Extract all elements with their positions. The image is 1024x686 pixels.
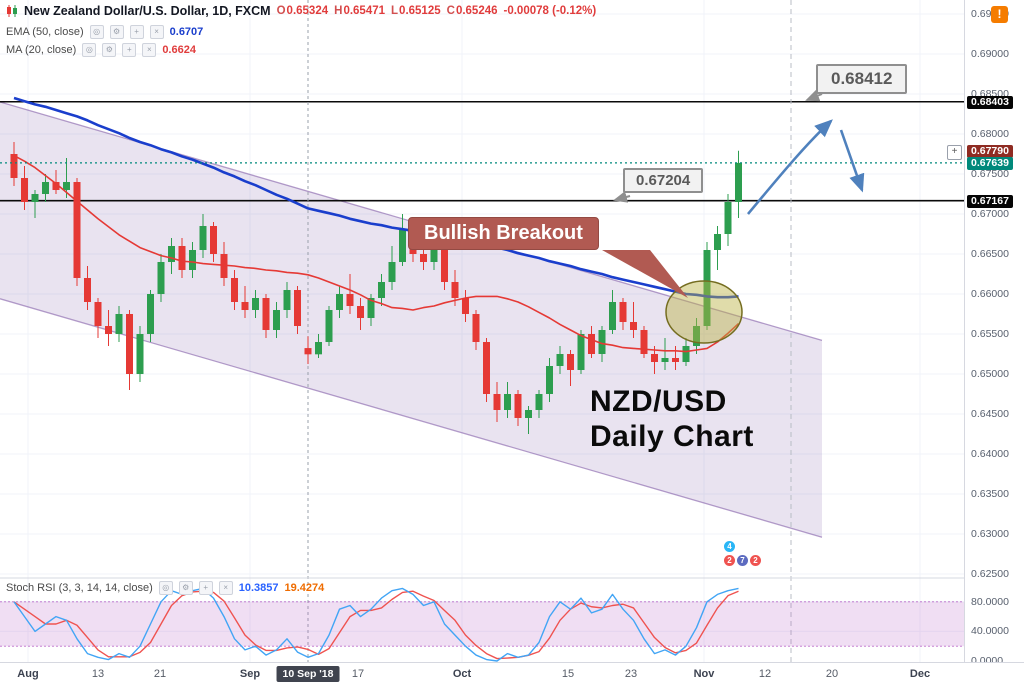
price-target-callout-lower[interactable]: 0.67204 xyxy=(623,168,704,193)
symbol-legend-row: New Zealand Dollar/U.S. Dollar, 1D, FXCM… xyxy=(6,4,596,18)
stoch-d-value: 19.4274 xyxy=(284,582,325,594)
add-icon[interactable]: + xyxy=(198,581,213,595)
close-icon[interactable]: × xyxy=(218,581,233,595)
eye-icon[interactable]: ◎ xyxy=(82,43,97,57)
idea-marker-dot[interactable]: 2 xyxy=(724,555,735,566)
crosshair-date-badge: 10 Sep '18 xyxy=(276,666,340,682)
idea-marker-dot[interactable]: 4 xyxy=(724,541,735,552)
indicator-row-ma20: MA (20, close) ◎ ⚙ + × 0.6624 xyxy=(6,43,196,57)
add-icon[interactable]: + xyxy=(129,25,144,39)
time-axis-label: 15 xyxy=(561,668,575,680)
time-axis-label: 23 xyxy=(624,668,638,680)
time-axis-label: Nov xyxy=(693,668,715,680)
ma-value: 0.6624 xyxy=(162,44,196,56)
price-badge: 0.67790 xyxy=(967,144,1013,158)
gear-icon[interactable]: ⚙ xyxy=(109,25,124,39)
price-axis-label: 0.67000 xyxy=(971,208,1009,220)
gear-icon[interactable]: ⚙ xyxy=(178,581,193,595)
ema-value: 0.6707 xyxy=(169,26,204,38)
time-axis-label: 17 xyxy=(351,668,365,680)
price-axis-label: 0.65000 xyxy=(971,368,1009,380)
price-axis-label: 0.65500 xyxy=(971,328,1009,340)
price-badge: 0.67639 xyxy=(967,156,1013,170)
stoch-axis-label: 80.0000 xyxy=(971,595,1009,608)
indicator-label-ma[interactable]: MA (20, close) xyxy=(6,44,77,56)
ohlc-low: L0.65125 xyxy=(391,5,441,17)
ohlc-open: O0.65324 xyxy=(276,5,329,17)
watermark-line-2: Daily Chart xyxy=(590,420,754,453)
add-icon[interactable]: + xyxy=(122,43,137,57)
time-axis-label: 13 xyxy=(91,668,105,680)
price-axis-label: 0.66000 xyxy=(971,288,1009,300)
close-icon[interactable]: × xyxy=(142,43,157,57)
watermark-line-1: NZD/USD xyxy=(590,385,727,418)
price-target-callout-upper[interactable]: 0.68412 xyxy=(816,64,908,94)
candlestick-icon xyxy=(6,4,18,18)
close-icon[interactable]: × xyxy=(149,25,164,39)
time-axis-label: 20 xyxy=(825,668,839,680)
stoch-axis-label: 40.0000 xyxy=(971,625,1009,638)
eye-icon[interactable]: ◎ xyxy=(89,25,104,39)
price-axis-label: 0.64500 xyxy=(971,408,1009,420)
price-axis-label: 0.62500 xyxy=(971,568,1009,580)
price-axis-label: 0.64000 xyxy=(971,448,1009,460)
idea-marker-dot[interactable]: 2 xyxy=(750,555,761,566)
indicator-row-ema50: EMA (50, close) ◎ ⚙ + × 0.6707 xyxy=(6,25,203,39)
price-axis-label: 0.68000 xyxy=(971,128,1009,140)
add-alert-plus-icon[interactable]: + xyxy=(947,145,962,160)
chart-watermark-text[interactable]: NZD/USD Daily Chart xyxy=(590,384,754,454)
price-badge: 0.67167 xyxy=(967,194,1013,208)
time-axis-label: Oct xyxy=(452,668,472,680)
gear-icon[interactable]: ⚙ xyxy=(102,43,117,57)
stoch-rsi-legend-row: Stoch RSI (3, 3, 14, 14, close) ◎ ⚙ + × … xyxy=(6,581,324,595)
price-axis-label: 0.67500 xyxy=(971,168,1009,180)
price-axis-label: 0.69000 xyxy=(971,48,1009,60)
symbol-title[interactable]: New Zealand Dollar/U.S. Dollar, 1D, FXCM xyxy=(24,4,271,18)
price-axis-label: 0.66500 xyxy=(971,248,1009,260)
price-change: -0.00078 (-0.12%) xyxy=(503,5,597,17)
ohlc-close: C0.65246 xyxy=(446,5,498,17)
stoch-rsi-label[interactable]: Stoch RSI (3, 3, 14, 14, close) xyxy=(6,582,153,594)
bullish-breakout-callout[interactable]: Bullish Breakout xyxy=(408,217,599,250)
price-axis-label: 0.63000 xyxy=(971,528,1009,540)
time-axis-label: Sep xyxy=(239,668,261,680)
price-axis-label: 0.63500 xyxy=(971,488,1009,500)
time-axis-label: Dec xyxy=(909,668,931,680)
stoch-k-value: 10.3857 xyxy=(238,582,279,594)
price-badge: 0.68403 xyxy=(967,95,1013,109)
price-axis[interactable]: 0.69500 0.69000 0.68500 0.68000 0.67500 0.670… xyxy=(964,0,1024,667)
indicator-label-ema[interactable]: EMA (50, close) xyxy=(6,26,84,38)
eye-icon[interactable]: ◎ xyxy=(158,581,173,595)
time-axis[interactable]: Aug 13 21 Sep 10 Sep '18 17 Oct 15 23 Nov 12 20 Dec xyxy=(0,662,1024,686)
time-axis-label: 21 xyxy=(153,668,167,680)
warning-icon[interactable]: ! xyxy=(991,6,1008,23)
idea-marker-dot[interactable]: 7 xyxy=(737,555,748,566)
ohlc-high: H0.65471 xyxy=(334,5,386,17)
time-axis-label: Aug xyxy=(17,668,39,680)
time-axis-label: 12 xyxy=(758,668,772,680)
idea-marker-row[interactable]: 4 xyxy=(724,541,761,552)
